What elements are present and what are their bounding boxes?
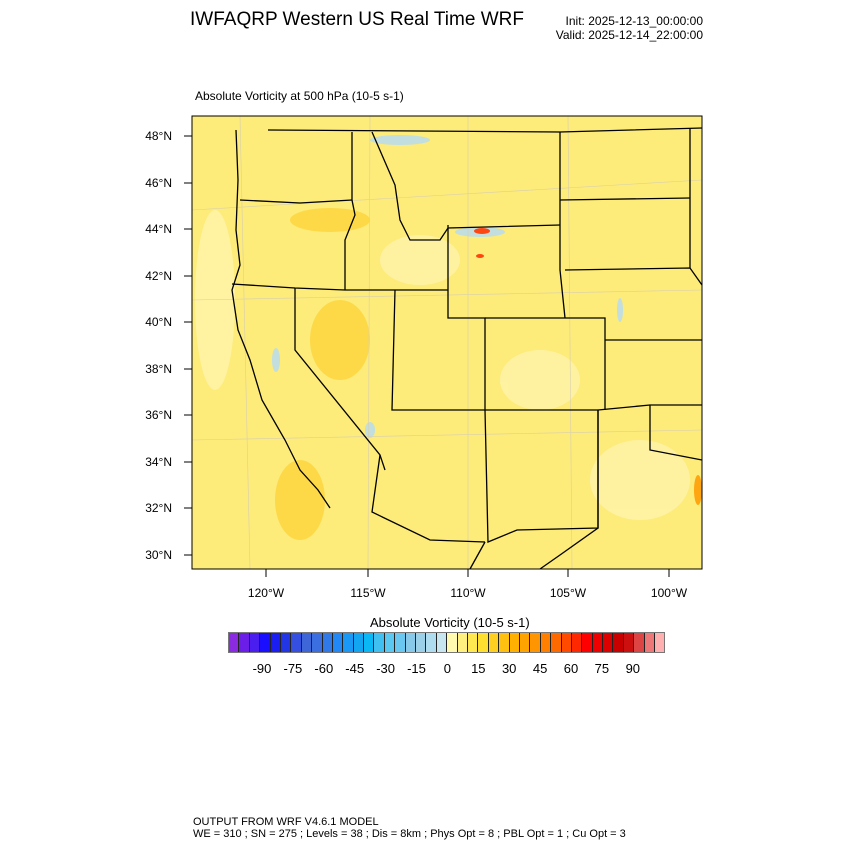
lat-label: 38°N bbox=[145, 362, 172, 376]
colorbar-box bbox=[395, 633, 406, 652]
colorbar-label: 90 bbox=[625, 661, 641, 676]
field-subtitle: Absolute Vorticity at 500 hPa (10-5 s-1) bbox=[195, 89, 404, 103]
colorbar-box bbox=[229, 633, 240, 652]
colorbar-box bbox=[551, 633, 562, 652]
valid-time: Valid: 2025-12-14_22:00:00 bbox=[555, 28, 703, 42]
axis-ticks bbox=[184, 135, 670, 577]
colorbar-box bbox=[343, 633, 354, 652]
lat-label: 44°N bbox=[145, 222, 172, 236]
colorbar-box bbox=[301, 633, 313, 652]
lon-label: 110°W bbox=[450, 586, 486, 600]
colorbar-label: -75 bbox=[283, 661, 303, 676]
colorbar-label: -60 bbox=[314, 661, 334, 676]
colorbar-box bbox=[592, 633, 604, 652]
graticule bbox=[191, 115, 703, 570]
colorbar-box bbox=[249, 633, 261, 652]
colorbar-label: 60 bbox=[563, 661, 579, 676]
colorbar-label: 45 bbox=[532, 661, 548, 676]
colorbar-box bbox=[509, 633, 520, 652]
colorbar-box bbox=[374, 633, 385, 652]
lat-label: 32°N bbox=[145, 501, 172, 515]
colorbar-box bbox=[332, 633, 344, 652]
colorbar-label: -45 bbox=[345, 661, 365, 676]
colorbar-label: -15 bbox=[407, 661, 426, 676]
colorbar-box bbox=[364, 633, 375, 652]
colorbar-box bbox=[270, 633, 281, 652]
map-frame bbox=[191, 115, 703, 570]
colorbar-label: 30 bbox=[501, 661, 517, 676]
colorbar-box bbox=[603, 633, 614, 652]
colorbar-box bbox=[312, 633, 323, 652]
colorbar-box bbox=[519, 633, 531, 652]
colorbar-box bbox=[239, 633, 250, 652]
colorbar-label: 0 bbox=[443, 661, 452, 676]
colorbar-box bbox=[634, 633, 645, 652]
colorbar-box bbox=[571, 633, 583, 652]
colorbar-label: -90 bbox=[252, 661, 272, 676]
colorbar-box bbox=[582, 633, 593, 652]
colorbar-box bbox=[384, 633, 396, 652]
colorbar-box bbox=[655, 633, 665, 652]
colorbar-box bbox=[416, 633, 427, 652]
colorbar-box bbox=[405, 633, 417, 652]
lon-label: 100°W bbox=[650, 586, 688, 600]
colorbar-box bbox=[436, 633, 448, 652]
state-borders bbox=[231, 127, 703, 570]
plot-title: IWFAQRP Western US Real Time WRF bbox=[190, 9, 524, 30]
lon-label: 115°W bbox=[350, 586, 386, 600]
lat-label: 46°N bbox=[145, 176, 172, 190]
colorbar-box bbox=[478, 633, 489, 652]
colorbar-box bbox=[447, 633, 458, 652]
colorbar-title: Absolute Vorticity (10-5 s-1) bbox=[370, 615, 530, 630]
colorbar-box bbox=[353, 633, 365, 652]
colorbar-box bbox=[561, 633, 572, 652]
colorbar-box bbox=[644, 633, 656, 652]
colorbar-label: 75 bbox=[594, 661, 610, 676]
lat-label: 42°N bbox=[145, 269, 172, 283]
colorbar-box bbox=[530, 633, 541, 652]
lon-label: 105°W bbox=[549, 586, 587, 600]
colorbar-box bbox=[260, 633, 271, 652]
time-info: Init: 2025-12-13_00:00:00 Valid: 2025-12… bbox=[556, 14, 703, 42]
colorbar-box bbox=[291, 633, 302, 652]
colorbar-box bbox=[280, 633, 292, 652]
colorbar-box bbox=[467, 633, 479, 652]
model-config: WE = 310 ; SN = 275 ; Levels = 38 ; Dis … bbox=[193, 828, 626, 840]
lon-label: 120°W bbox=[247, 586, 285, 600]
model-info: OUTPUT FROM WRF V4.6.1 MODEL WE = 310 ; … bbox=[193, 816, 626, 840]
colorbar-label: 15 bbox=[471, 661, 486, 676]
init-time: Init: 2025-12-13_00:00:00 bbox=[565, 14, 703, 28]
coastline bbox=[231, 129, 331, 509]
lat-label: 34°N bbox=[145, 455, 172, 469]
colorbar-box bbox=[488, 633, 500, 652]
colorbar-box bbox=[540, 633, 552, 652]
colorbar-box bbox=[457, 633, 468, 652]
colorbar-box bbox=[499, 633, 510, 652]
colorbar bbox=[228, 632, 666, 653]
colorbar-label: -30 bbox=[376, 661, 395, 676]
lat-label: 48°N bbox=[145, 129, 172, 143]
colorbar-box bbox=[426, 633, 437, 652]
colorbar-box bbox=[322, 633, 333, 652]
field-patches bbox=[195, 135, 702, 540]
lat-label: 30°N bbox=[145, 548, 172, 562]
lat-label: 36°N bbox=[145, 408, 172, 422]
lat-label: 40°N bbox=[145, 315, 172, 329]
colorbar-box bbox=[613, 633, 624, 652]
colorbar-box bbox=[623, 633, 635, 652]
model-version: OUTPUT FROM WRF V4.6.1 MODEL bbox=[193, 816, 379, 828]
